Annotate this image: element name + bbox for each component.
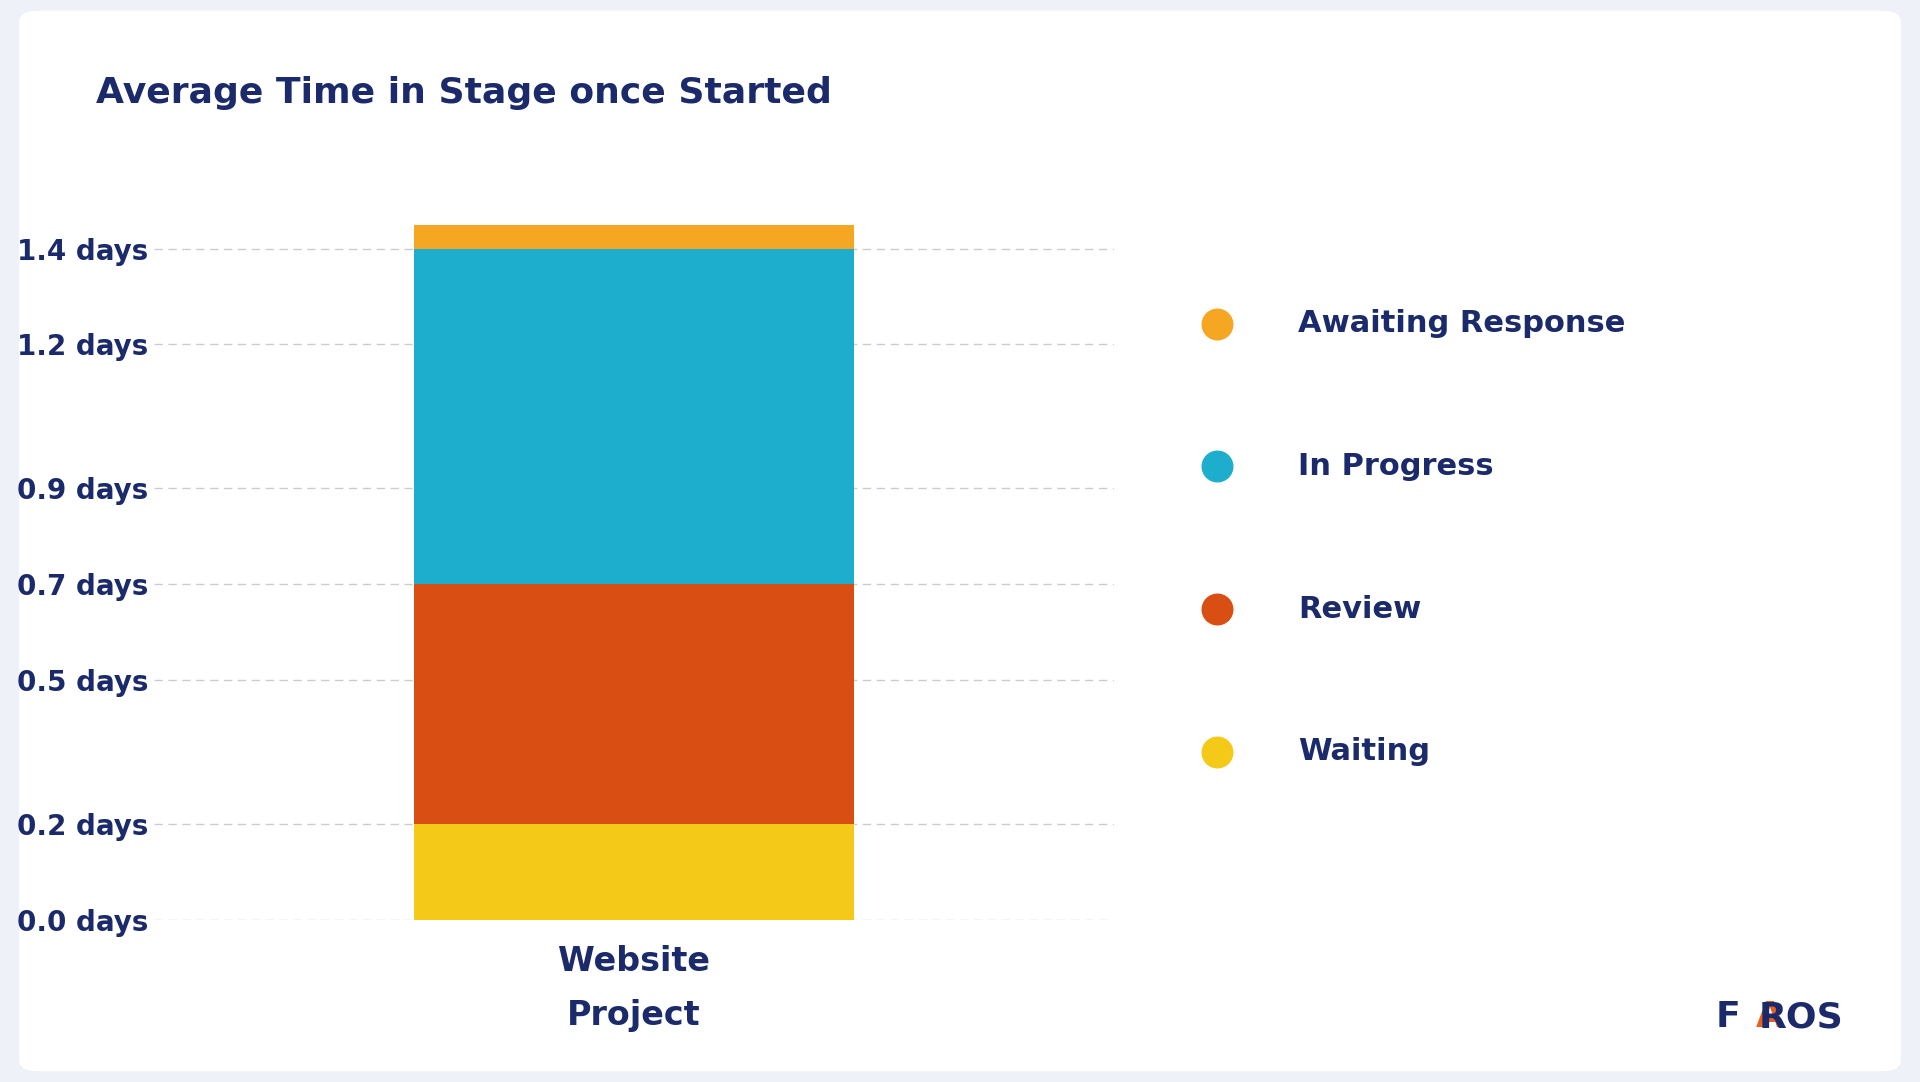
Text: Average Time in Stage once Started: Average Time in Stage once Started — [96, 76, 831, 109]
Text: In Progress: In Progress — [1298, 452, 1494, 480]
Text: Waiting: Waiting — [1298, 738, 1430, 766]
Bar — [413, 225, 854, 249]
Bar — [413, 249, 854, 584]
Bar — [413, 823, 854, 920]
Text: F: F — [1716, 1000, 1740, 1034]
Text: Review: Review — [1298, 595, 1421, 623]
Text: A: A — [1757, 1000, 1784, 1034]
Text: Awaiting Response: Awaiting Response — [1298, 309, 1626, 338]
Text: ROS: ROS — [1759, 1000, 1843, 1034]
Bar — [413, 584, 854, 823]
